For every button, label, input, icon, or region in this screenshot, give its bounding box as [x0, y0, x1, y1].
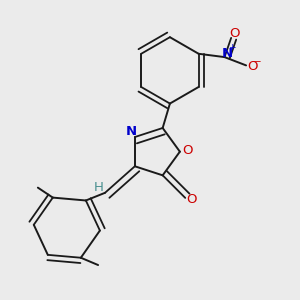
- Text: N: N: [221, 46, 233, 60]
- Text: N: N: [125, 124, 136, 138]
- Text: +: +: [228, 43, 236, 52]
- Text: O: O: [247, 60, 257, 73]
- Text: O: O: [186, 193, 196, 206]
- Text: O: O: [229, 27, 240, 40]
- Text: H: H: [94, 181, 104, 194]
- Text: −: −: [253, 57, 262, 67]
- Text: O: O: [182, 144, 192, 157]
